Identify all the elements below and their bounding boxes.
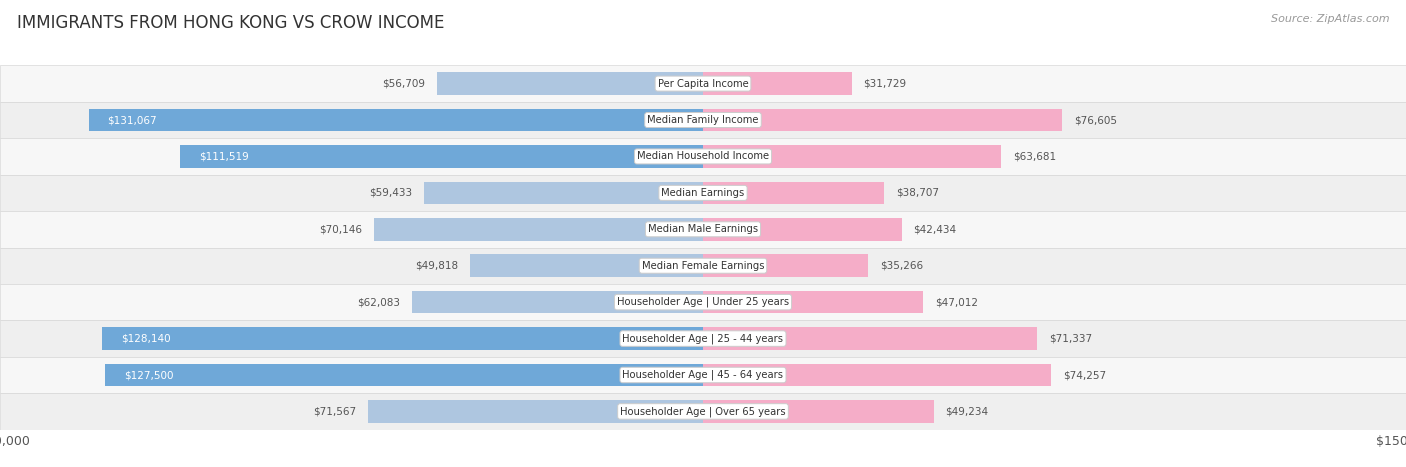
Bar xyxy=(374,218,703,241)
Text: $62,083: $62,083 xyxy=(357,297,401,307)
Text: Median Family Income: Median Family Income xyxy=(647,115,759,125)
Text: $31,729: $31,729 xyxy=(863,78,907,89)
Text: IMMIGRANTS FROM HONG KONG VS CROW INCOME: IMMIGRANTS FROM HONG KONG VS CROW INCOME xyxy=(17,14,444,32)
Text: $76,605: $76,605 xyxy=(1074,115,1116,125)
Bar xyxy=(0,284,1406,320)
Text: Median Male Earnings: Median Male Earnings xyxy=(648,224,758,234)
Text: $42,434: $42,434 xyxy=(914,224,956,234)
Text: $70,146: $70,146 xyxy=(319,224,363,234)
Text: $47,012: $47,012 xyxy=(935,297,979,307)
Bar xyxy=(703,72,852,95)
Bar xyxy=(703,327,1038,350)
Bar xyxy=(703,255,869,277)
Bar xyxy=(703,400,934,423)
Text: $56,709: $56,709 xyxy=(382,78,426,89)
Text: Median Earnings: Median Earnings xyxy=(661,188,745,198)
Text: Median Female Earnings: Median Female Earnings xyxy=(641,261,765,271)
Text: $35,266: $35,266 xyxy=(880,261,924,271)
Text: $38,707: $38,707 xyxy=(896,188,939,198)
Bar xyxy=(703,182,884,204)
Bar xyxy=(105,364,703,386)
Bar xyxy=(0,65,1406,102)
Text: Householder Age | 25 - 44 years: Householder Age | 25 - 44 years xyxy=(623,333,783,344)
Bar xyxy=(703,145,1001,168)
Bar xyxy=(0,175,1406,211)
Text: $71,567: $71,567 xyxy=(312,406,356,417)
Text: Householder Age | 45 - 64 years: Householder Age | 45 - 64 years xyxy=(623,370,783,380)
Text: $63,681: $63,681 xyxy=(1014,151,1056,162)
Text: Householder Age | Under 25 years: Householder Age | Under 25 years xyxy=(617,297,789,307)
Bar xyxy=(0,357,1406,393)
Bar xyxy=(0,138,1406,175)
Bar xyxy=(103,327,703,350)
Bar xyxy=(437,72,703,95)
Bar xyxy=(0,248,1406,284)
Bar xyxy=(0,102,1406,138)
Text: $131,067: $131,067 xyxy=(107,115,157,125)
Bar xyxy=(412,291,703,313)
Text: Per Capita Income: Per Capita Income xyxy=(658,78,748,89)
Text: Median Household Income: Median Household Income xyxy=(637,151,769,162)
Bar xyxy=(89,109,703,131)
Bar xyxy=(180,145,703,168)
Bar xyxy=(703,364,1052,386)
Text: Source: ZipAtlas.com: Source: ZipAtlas.com xyxy=(1271,14,1389,24)
Bar xyxy=(0,211,1406,248)
Text: $111,519: $111,519 xyxy=(200,151,249,162)
Legend: Immigrants from Hong Kong, Crow: Immigrants from Hong Kong, Crow xyxy=(562,464,844,467)
Bar xyxy=(0,393,1406,430)
Text: $59,433: $59,433 xyxy=(370,188,413,198)
Bar xyxy=(703,291,924,313)
Text: Householder Age | Over 65 years: Householder Age | Over 65 years xyxy=(620,406,786,417)
Bar xyxy=(367,400,703,423)
Text: $49,234: $49,234 xyxy=(945,406,988,417)
Bar xyxy=(703,218,901,241)
Bar xyxy=(0,320,1406,357)
Text: $128,140: $128,140 xyxy=(121,333,170,344)
Bar xyxy=(425,182,703,204)
Text: $127,500: $127,500 xyxy=(124,370,174,380)
Text: $71,337: $71,337 xyxy=(1049,333,1092,344)
Text: $49,818: $49,818 xyxy=(415,261,458,271)
Bar xyxy=(470,255,703,277)
Text: $74,257: $74,257 xyxy=(1063,370,1107,380)
Bar xyxy=(703,109,1062,131)
